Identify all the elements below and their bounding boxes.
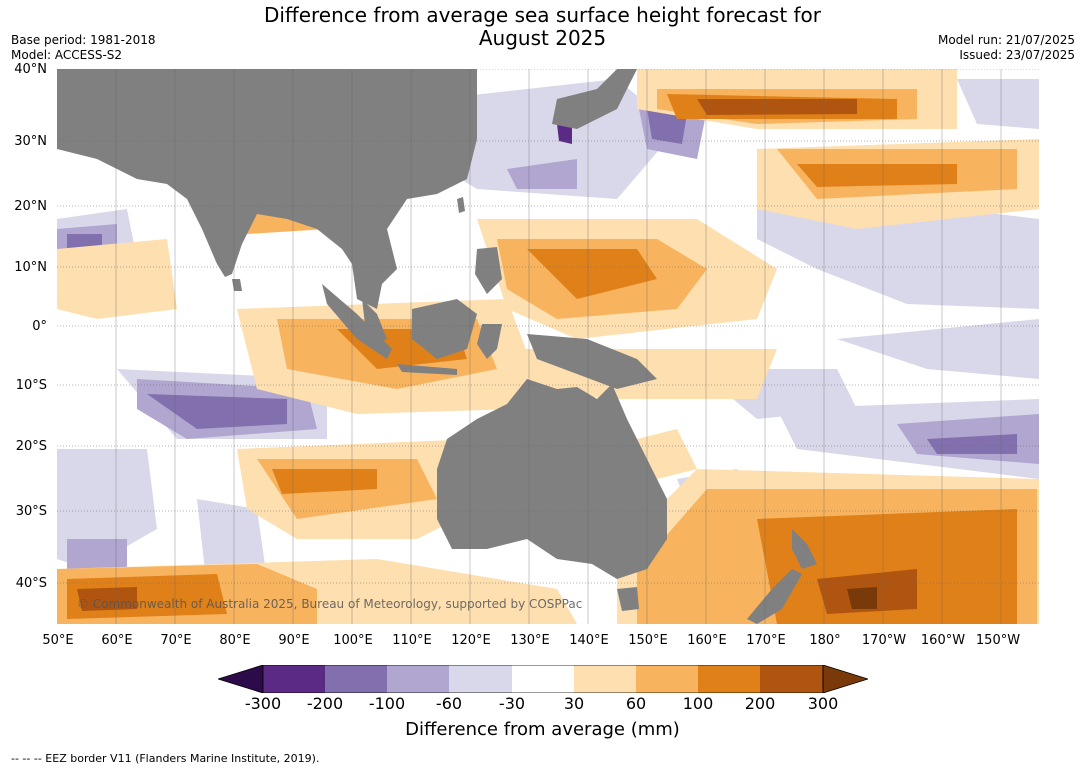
colorbar-bin: [512, 665, 574, 693]
indochina: [317, 229, 397, 309]
lon-label-140e: 140°E: [569, 633, 609, 648]
sumatra: [322, 284, 392, 359]
lon-label-90e: 90°E: [278, 633, 310, 648]
taiwan: [457, 197, 465, 213]
colorbar-bin: [325, 665, 387, 693]
map-panel: [57, 69, 1039, 624]
lon-label-70e: 70°E: [160, 633, 192, 648]
lat-label-20n: 20°N: [14, 199, 47, 214]
lon-label-50e: 50°E: [42, 633, 74, 648]
colorbar: [218, 665, 868, 693]
lon-label-120e: 120°E: [451, 633, 491, 648]
lon-label-180: 180°: [809, 633, 841, 648]
lat-label-40s: 40°S: [15, 576, 47, 591]
colorbar-tick: -100: [368, 694, 406, 713]
malay-peninsula: [362, 299, 387, 344]
lon-label-160w: 160°W: [920, 633, 966, 648]
new-zealand-north: [792, 529, 817, 569]
new-zealand-south: [747, 569, 802, 624]
new-guinea: [527, 334, 657, 389]
colorbar-tick: -200: [306, 694, 344, 713]
lat-label-30s: 30°S: [15, 504, 47, 519]
lon-label-110e: 110°E: [392, 633, 432, 648]
colorbar-tick: 300: [807, 694, 839, 713]
japan: [552, 69, 637, 129]
colorbar-tick: 30: [563, 694, 585, 713]
model-run: Model run: 21/07/2025: [937, 33, 1075, 47]
lon-label-170w: 170°W: [861, 633, 907, 648]
asia-landmass: [57, 69, 477, 277]
meta-left: Base period: 1981-2018 Model: ACCESS-S2: [11, 33, 156, 63]
colorbar-bin: [449, 665, 512, 693]
chart-title: Difference from average sea surface heig…: [0, 4, 1085, 50]
lat-label-10s: 10°S: [15, 378, 47, 393]
lon-label-160e: 160°E: [687, 633, 727, 648]
title-line-2: August 2025: [478, 26, 607, 50]
colorbar-bin: [636, 665, 698, 693]
philippines: [475, 247, 502, 294]
lon-label-130e: 130°E: [510, 633, 550, 648]
java: [397, 364, 457, 375]
lon-label-150w: 150°W: [975, 633, 1021, 648]
copyright-notice: © Commonwealth of Australia 2025, Bureau…: [77, 597, 583, 611]
colorbar-bin: [698, 665, 760, 693]
land-masses: [57, 69, 817, 624]
australia: [437, 379, 667, 579]
colorbar-tick: -60: [435, 694, 463, 713]
lon-label-60e: 60°E: [101, 633, 133, 648]
colorbar-tick: 100: [682, 694, 714, 713]
meridians: [115, 69, 1002, 624]
colorbar-tick: -30: [498, 694, 526, 713]
colorbar-tick: 60: [625, 694, 647, 713]
colorbar-bin: [263, 665, 325, 693]
colorbar-tick: 200: [744, 694, 776, 713]
colorbar-bin: [574, 665, 636, 693]
meta-right: Model run: 21/07/2025 Issued: 23/07/2025: [938, 33, 1075, 63]
colorbar-bin: [760, 665, 823, 693]
eez-border-note: -- -- -- EEZ border V11 (Flanders Marine…: [11, 752, 320, 765]
sri-lanka: [232, 279, 242, 291]
lat-label-30n: 30°N: [14, 134, 47, 149]
lat-label-10n: 10°N: [14, 260, 47, 275]
colorbar-extend-low: [218, 665, 264, 693]
colorbar-extend-high: [822, 665, 868, 693]
issued-date: Issued: 23/07/2025: [959, 48, 1075, 62]
tasmania: [617, 587, 639, 611]
lat-label-40n: 40°N: [14, 62, 47, 77]
lon-label-170e: 170°E: [746, 633, 786, 648]
sulawesi: [477, 324, 502, 359]
colorbar-tick: -300: [244, 694, 282, 713]
model-name: Model: ACCESS-S2: [11, 48, 123, 62]
lon-label-80e: 80°E: [219, 633, 251, 648]
colorbar-bin: [387, 665, 449, 693]
lat-label-20s: 20°S: [15, 439, 47, 454]
colorbar-frame: [262, 665, 824, 693]
base-period: Base period: 1981-2018: [11, 33, 156, 47]
lon-label-150e: 150°E: [628, 633, 668, 648]
lat-label-0: 0°: [32, 319, 47, 334]
title-line-1: Difference from average sea surface heig…: [263, 3, 822, 27]
colorbar-label: Difference from average (mm): [405, 719, 680, 740]
lon-label-100e: 100°E: [333, 633, 373, 648]
borneo: [412, 299, 477, 359]
